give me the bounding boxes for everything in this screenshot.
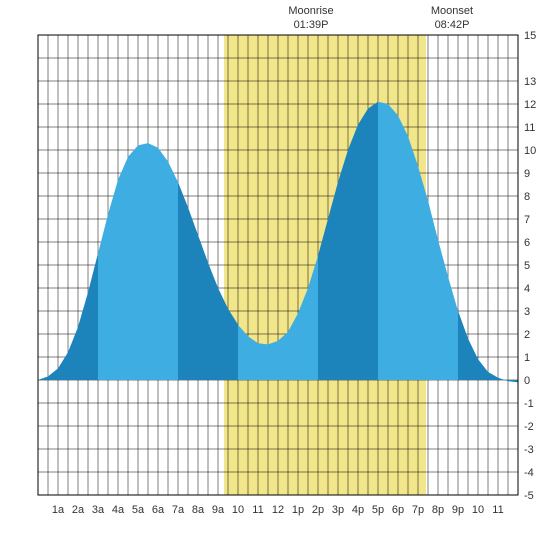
x-tick-label: 1a bbox=[52, 504, 65, 516]
y-tick-label: 9 bbox=[524, 168, 530, 180]
y-tick-label: 13 bbox=[524, 76, 536, 88]
x-tick-label: 8p bbox=[432, 504, 444, 516]
x-tick-label: 9a bbox=[212, 504, 225, 516]
x-tick-label: 4a bbox=[112, 504, 125, 516]
annotation-title: Moonset bbox=[431, 5, 473, 17]
x-tick-label: 10 bbox=[232, 504, 244, 516]
y-tick-label: 15 bbox=[524, 30, 536, 42]
y-tick-label: -5 bbox=[524, 490, 534, 502]
x-tick-label: 2a bbox=[72, 504, 85, 516]
x-tick-label: 8a bbox=[192, 504, 205, 516]
chart-svg: -5-4-3-2-1012345678910111213151a2a3a4a5a… bbox=[0, 0, 550, 550]
tide-chart: -5-4-3-2-1012345678910111213151a2a3a4a5a… bbox=[0, 0, 550, 550]
y-tick-label: 1 bbox=[524, 352, 530, 364]
y-tick-label: -4 bbox=[524, 467, 534, 479]
x-tick-label: 2p bbox=[312, 504, 324, 516]
y-tick-label: 4 bbox=[524, 283, 530, 295]
x-tick-label: 10 bbox=[472, 504, 484, 516]
y-tick-label: 8 bbox=[524, 191, 530, 203]
y-tick-label: 3 bbox=[524, 306, 530, 318]
y-tick-label: 11 bbox=[524, 122, 535, 134]
x-tick-label: 3p bbox=[332, 504, 344, 516]
x-tick-label: 11 bbox=[492, 504, 503, 516]
x-tick-label: 7a bbox=[172, 504, 185, 516]
y-tick-label: 7 bbox=[524, 214, 530, 226]
annotation-time: 08:42P bbox=[435, 19, 470, 31]
x-tick-label: 4p bbox=[352, 504, 364, 516]
x-tick-label: 5p bbox=[372, 504, 384, 516]
y-tick-label: 0 bbox=[524, 375, 530, 387]
annotation-time: 01:39P bbox=[294, 19, 329, 31]
annotation-title: Moonrise bbox=[288, 5, 333, 17]
x-tick-label: 5a bbox=[132, 504, 145, 516]
y-tick-label: 10 bbox=[524, 145, 536, 157]
x-tick-label: 11 bbox=[252, 504, 263, 516]
x-tick-label: 7p bbox=[412, 504, 424, 516]
y-tick-label: 5 bbox=[524, 260, 530, 272]
x-tick-label: 6a bbox=[152, 504, 165, 516]
x-tick-label: 9p bbox=[452, 504, 464, 516]
x-tick-label: 12 bbox=[272, 504, 284, 516]
y-tick-label: -1 bbox=[524, 398, 534, 410]
x-tick-label: 3a bbox=[92, 504, 105, 516]
y-tick-label: 12 bbox=[524, 99, 536, 111]
y-tick-label: -3 bbox=[524, 444, 534, 456]
y-tick-label: 2 bbox=[524, 329, 530, 341]
y-tick-label: 6 bbox=[524, 237, 530, 249]
x-tick-label: 6p bbox=[392, 504, 404, 516]
y-tick-label: -2 bbox=[524, 421, 534, 433]
x-tick-label: 1p bbox=[292, 504, 304, 516]
